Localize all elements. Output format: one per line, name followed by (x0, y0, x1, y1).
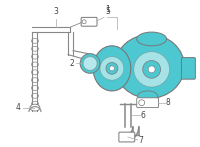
Ellipse shape (137, 32, 167, 46)
FancyBboxPatch shape (119, 132, 135, 142)
Text: 3: 3 (54, 7, 59, 16)
Text: 2: 2 (69, 59, 74, 68)
Text: 5: 5 (105, 7, 110, 16)
Text: 7: 7 (139, 136, 144, 146)
FancyBboxPatch shape (137, 98, 159, 108)
FancyBboxPatch shape (181, 58, 195, 79)
Ellipse shape (30, 104, 40, 111)
Text: 1: 1 (106, 5, 110, 14)
Circle shape (83, 57, 97, 70)
Ellipse shape (80, 54, 100, 73)
Ellipse shape (93, 46, 131, 91)
Circle shape (148, 66, 155, 73)
Circle shape (134, 52, 170, 87)
Ellipse shape (138, 91, 158, 101)
Text: 6: 6 (141, 111, 146, 120)
Circle shape (109, 66, 114, 71)
Text: 8: 8 (166, 98, 170, 107)
Circle shape (143, 61, 161, 78)
FancyBboxPatch shape (81, 17, 97, 26)
Ellipse shape (115, 35, 184, 98)
Circle shape (100, 57, 124, 80)
Circle shape (106, 62, 118, 74)
Text: 4: 4 (16, 103, 21, 112)
